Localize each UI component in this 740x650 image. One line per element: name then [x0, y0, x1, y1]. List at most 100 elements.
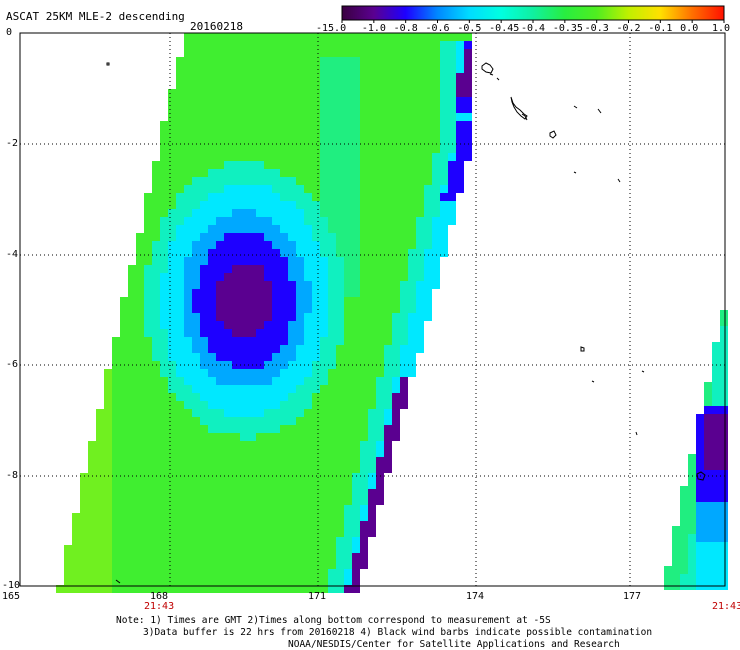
swath-cell — [208, 529, 216, 537]
swath-cell — [368, 57, 376, 65]
swath-cell — [288, 529, 296, 537]
swath-cell — [360, 433, 368, 441]
colorbar-ramp — [341, 5, 725, 21]
swath-cell — [360, 57, 368, 65]
swath-cell — [128, 465, 136, 473]
swath-cell — [248, 417, 256, 425]
swath-cell — [120, 345, 128, 353]
swath-cell — [304, 257, 312, 265]
swath-cell — [696, 510, 704, 518]
swath-cell — [256, 97, 264, 105]
swath-cell — [328, 441, 336, 449]
swath-cell — [320, 337, 328, 345]
swath-cell — [208, 305, 216, 313]
swath-cell — [416, 209, 424, 217]
swath-cell — [224, 193, 232, 201]
swath-cell — [200, 233, 208, 241]
swath-cell — [200, 329, 208, 337]
swath-cell — [368, 433, 376, 441]
swath-cell — [320, 217, 328, 225]
swath-cell — [152, 481, 160, 489]
swath-cell — [248, 81, 256, 89]
swath-cell — [112, 369, 120, 377]
swath-cell — [328, 313, 336, 321]
swath-cell — [176, 313, 184, 321]
swath-cell — [304, 529, 312, 537]
swath-cell — [344, 369, 352, 377]
swath-cell — [360, 513, 368, 521]
swath-cell — [352, 425, 360, 433]
swath-cell — [352, 553, 360, 561]
swath-cell — [208, 113, 216, 121]
swath-cell — [232, 201, 240, 209]
swath-cell — [248, 41, 256, 49]
swath-cell — [184, 577, 192, 585]
swath-cell — [296, 449, 304, 457]
swath-cell — [464, 49, 472, 57]
swath-cell — [152, 209, 160, 217]
swath-cell — [136, 473, 144, 481]
swath-cell — [368, 505, 376, 513]
swath-cell — [352, 57, 360, 65]
swath-cell — [392, 393, 400, 401]
swath-cell — [272, 457, 280, 465]
swath-cell — [672, 574, 680, 582]
swath-cell — [448, 33, 456, 41]
swath-cell — [200, 81, 208, 89]
swath-cell — [416, 281, 424, 289]
swath-cell — [384, 89, 392, 97]
swath-cell — [376, 161, 384, 169]
swath-cell — [360, 345, 368, 353]
swath-cell — [264, 185, 272, 193]
swath-cell — [216, 521, 224, 529]
swath-cell — [184, 233, 192, 241]
swath-cell — [184, 121, 192, 129]
swath-cell — [120, 585, 128, 593]
swath-cell — [264, 473, 272, 481]
swath-cell — [344, 385, 352, 393]
swath-cell — [256, 425, 264, 433]
swath-cell — [208, 545, 216, 553]
swath-cell — [384, 441, 392, 449]
swath-cell — [336, 521, 344, 529]
swath-cell — [328, 49, 336, 57]
swath-cell — [128, 481, 136, 489]
swath-cell — [448, 185, 456, 193]
swath-cell — [312, 393, 320, 401]
colorbar-tick-label: -0.4 — [521, 23, 546, 34]
swath-cell — [176, 57, 184, 65]
swath-cell — [280, 529, 288, 537]
swath-cell — [264, 121, 272, 129]
swath-cell — [416, 305, 424, 313]
swath-cell — [240, 161, 248, 169]
swath-cell — [320, 401, 328, 409]
swath-cell — [400, 401, 408, 409]
swath-cell — [328, 225, 336, 233]
swath-cell — [320, 113, 328, 121]
swath-cell — [160, 129, 168, 137]
swath-cell — [272, 377, 280, 385]
swath-cell — [264, 201, 272, 209]
swath-cell — [344, 209, 352, 217]
swath-cell — [400, 97, 408, 105]
swath-cell — [360, 473, 368, 481]
swath-cell — [320, 273, 328, 281]
swath-cell — [368, 393, 376, 401]
swath-cell — [440, 209, 448, 217]
swath-cell — [408, 353, 416, 361]
swath-cell — [368, 337, 376, 345]
swath-cell — [456, 33, 464, 41]
swath-cell — [264, 321, 272, 329]
swath-cell — [312, 81, 320, 89]
swath-cell — [304, 105, 312, 113]
swath-cell — [104, 577, 112, 585]
swath-cell — [288, 209, 296, 217]
swath-cell — [432, 257, 440, 265]
swath-cell — [352, 233, 360, 241]
swath-cell — [312, 305, 320, 313]
swath-cell — [408, 273, 416, 281]
swath-cell — [176, 281, 184, 289]
swath-cell — [192, 537, 200, 545]
swath-cell — [264, 153, 272, 161]
swath-cell — [128, 537, 136, 545]
